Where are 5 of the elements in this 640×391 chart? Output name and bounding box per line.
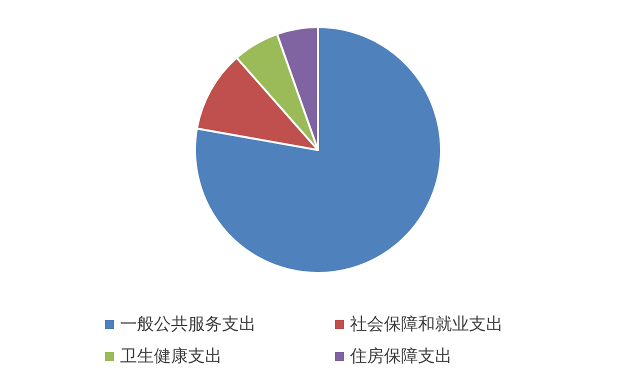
legend-label: 卫生健康支出	[120, 346, 222, 367]
pie-slice	[194, 26, 442, 274]
legend-label: 一般公共服务支出	[120, 314, 256, 335]
legend-label: 住房保障支出	[349, 346, 452, 367]
legend-label: 社会保障和就业支出	[350, 314, 503, 335]
